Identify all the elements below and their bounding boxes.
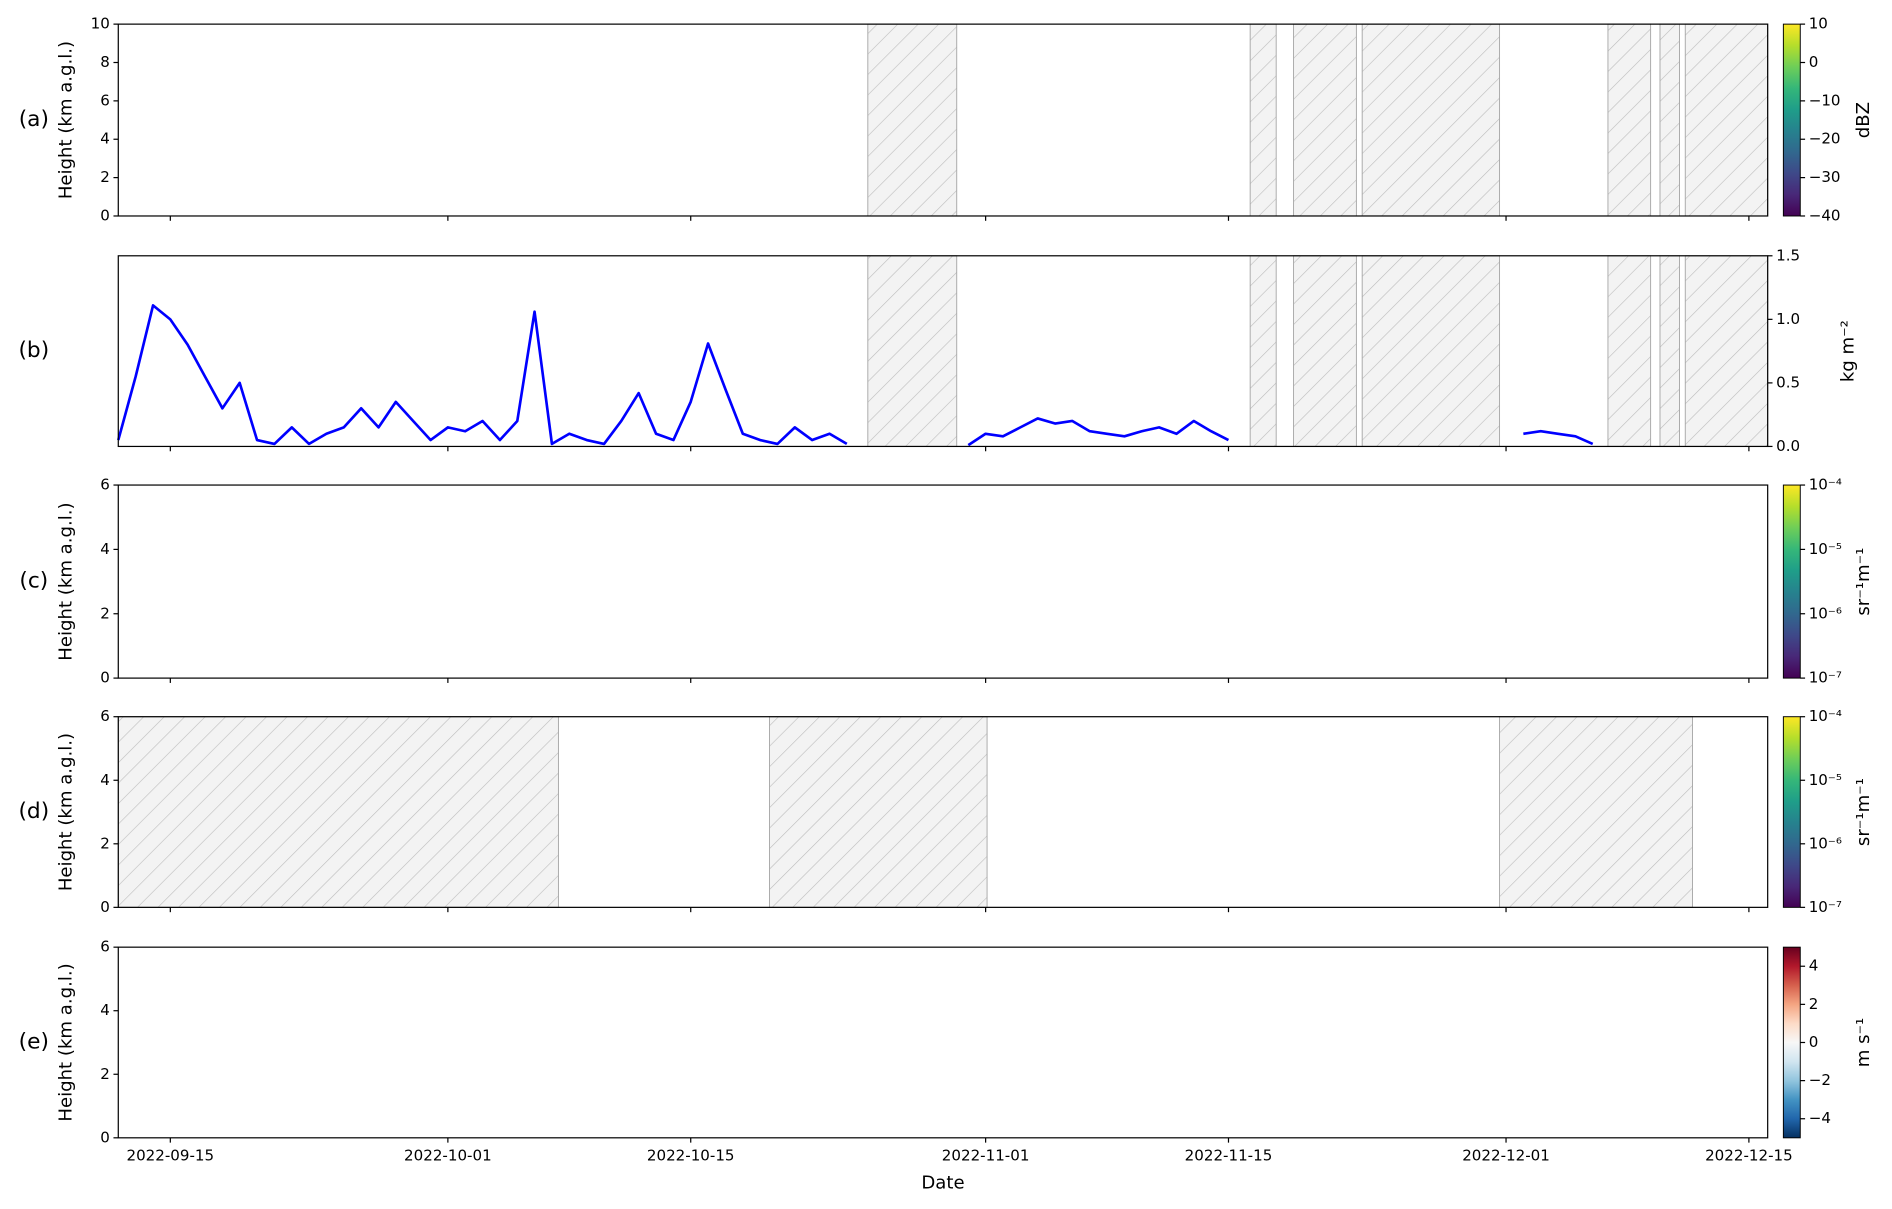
y-tick-label: 8: [100, 53, 110, 71]
missing-data: [1684, 255, 1769, 447]
colorbar-tick-label: 4: [1809, 957, 1819, 975]
y-tick-label: 4: [100, 130, 110, 148]
y-tick-label: 6: [100, 707, 110, 725]
y-tick-label: 2: [100, 168, 110, 186]
plot-frame: [117, 484, 1769, 679]
missing-data: [1249, 23, 1277, 217]
missing-data: [1659, 255, 1680, 447]
colorbar-tick-label: 10⁻⁴: [1809, 476, 1842, 494]
colorbar-tick-label: 10⁻⁴: [1809, 707, 1842, 725]
colorbar: [1782, 716, 1801, 908]
colorbar-tick-label: −10: [1809, 91, 1841, 109]
missing-data: [1361, 23, 1501, 217]
x-tick-label: 2022-12-01: [1462, 1146, 1550, 1164]
colorbar-label: sr⁻¹m⁻¹: [1853, 548, 1874, 616]
x-tick-label: 2022-10-15: [647, 1146, 735, 1164]
y-tick-label: 6: [100, 476, 110, 494]
line: [967, 417, 1230, 447]
colorbar-label: m s⁻¹: [1853, 1018, 1874, 1068]
colorbar: [1782, 23, 1801, 217]
colorbar-tick-label: −4: [1809, 1109, 1831, 1127]
plot-frame: [117, 716, 1769, 908]
colorbar-tick-label: 2: [1809, 995, 1819, 1013]
y-tick-label: 4: [100, 1001, 110, 1019]
y-tick-label: 6: [100, 91, 110, 109]
x-tick-label: 2022-11-15: [1185, 1146, 1273, 1164]
colorbar-tick-label: 10⁻⁷: [1809, 898, 1842, 916]
line: [1523, 429, 1594, 446]
y-tick-label: 0.0: [1776, 437, 1800, 455]
missing-data: [867, 23, 958, 217]
y-tick-label: 1.0: [1776, 310, 1800, 328]
missing-data: [867, 255, 958, 447]
panel-label: (b): [18, 338, 49, 363]
plot-frame: [117, 255, 1769, 448]
x-tick-label: 2022-09-15: [127, 1146, 215, 1164]
missing-data: [117, 716, 559, 908]
panel-label: (e): [19, 1029, 49, 1054]
colorbar-tick-label: 10⁻⁶: [1809, 604, 1842, 622]
colorbar-label: dBZ: [1853, 102, 1874, 138]
missing-data: [769, 716, 988, 908]
colorbar-label: sr⁻¹m⁻¹: [1853, 778, 1874, 846]
colorbar-tick-label: −2: [1809, 1071, 1831, 1089]
colorbar-tick-label: 10⁻⁷: [1809, 669, 1842, 687]
panel-label: (d): [18, 799, 49, 824]
colorbar-tick-label: −20: [1809, 130, 1841, 148]
colorbar-tick-label: 0: [1809, 53, 1819, 71]
y-tick-label: 4: [100, 540, 110, 558]
colorbar-tick-label: 0: [1809, 1033, 1819, 1051]
colorbar-tick-label: 10⁻⁵: [1809, 540, 1842, 558]
missing-data: [1659, 23, 1680, 217]
x-tick-label: 2022-12-15: [1705, 1146, 1793, 1164]
y-tick-label: 0: [100, 206, 110, 224]
y-axis-label: Height (km a.g.l.): [55, 963, 76, 1121]
line: [117, 304, 848, 446]
y-axis-label: Height (km a.g.l.): [55, 502, 76, 660]
colorbar-tick-label: 10⁻⁵: [1809, 771, 1842, 789]
missing-data: [1249, 255, 1277, 447]
plot-frame: [117, 946, 1769, 1139]
panel-label: (a): [19, 107, 49, 132]
missing-data: [1361, 255, 1501, 447]
colorbar: [1782, 484, 1801, 679]
colorbar-tick-label: −30: [1809, 168, 1841, 186]
y-tick-label: 2: [100, 1065, 110, 1083]
x-axis-label: Date: [921, 1173, 964, 1194]
x-tick-label: 2022-10-01: [404, 1146, 492, 1164]
plot-area: [118, 485, 1768, 679]
y-tick-label: 2: [100, 604, 110, 622]
colorbar: [1782, 946, 1801, 1139]
y-tick-label: 0: [100, 1128, 110, 1146]
y-tick-label: 0.5: [1776, 373, 1800, 391]
panel-label: (c): [19, 569, 48, 594]
missing-data: [1607, 23, 1652, 217]
plot-frame: [117, 23, 1769, 217]
missing-data: [1684, 23, 1769, 217]
colorbar-tick-label: −40: [1809, 206, 1841, 224]
y-tick-label: 2: [100, 834, 110, 852]
plot-area: [118, 947, 1768, 1138]
y-axis-label: Height (km a.g.l.): [55, 41, 76, 199]
missing-data: [1607, 255, 1652, 447]
y-tick-label: 0: [100, 898, 110, 916]
missing-data: [1293, 255, 1357, 447]
y-tick-label: 10: [91, 15, 110, 33]
y-tick-label: 0: [100, 669, 110, 687]
y-tick-label: 6: [100, 938, 110, 956]
missing-data: [1293, 23, 1357, 217]
x-tick-label: 2022-11-01: [942, 1146, 1030, 1164]
missing-data: [1499, 716, 1693, 908]
y-axis-label: Height (km a.g.l.): [55, 733, 76, 891]
colorbar-tick-label: 10⁻⁶: [1809, 834, 1842, 852]
colorbar-tick-label: 10: [1809, 15, 1828, 33]
y-axis-label: kg m⁻²: [1838, 320, 1859, 382]
y-tick-label: 1.5: [1776, 246, 1800, 264]
y-tick-label: 4: [100, 771, 110, 789]
